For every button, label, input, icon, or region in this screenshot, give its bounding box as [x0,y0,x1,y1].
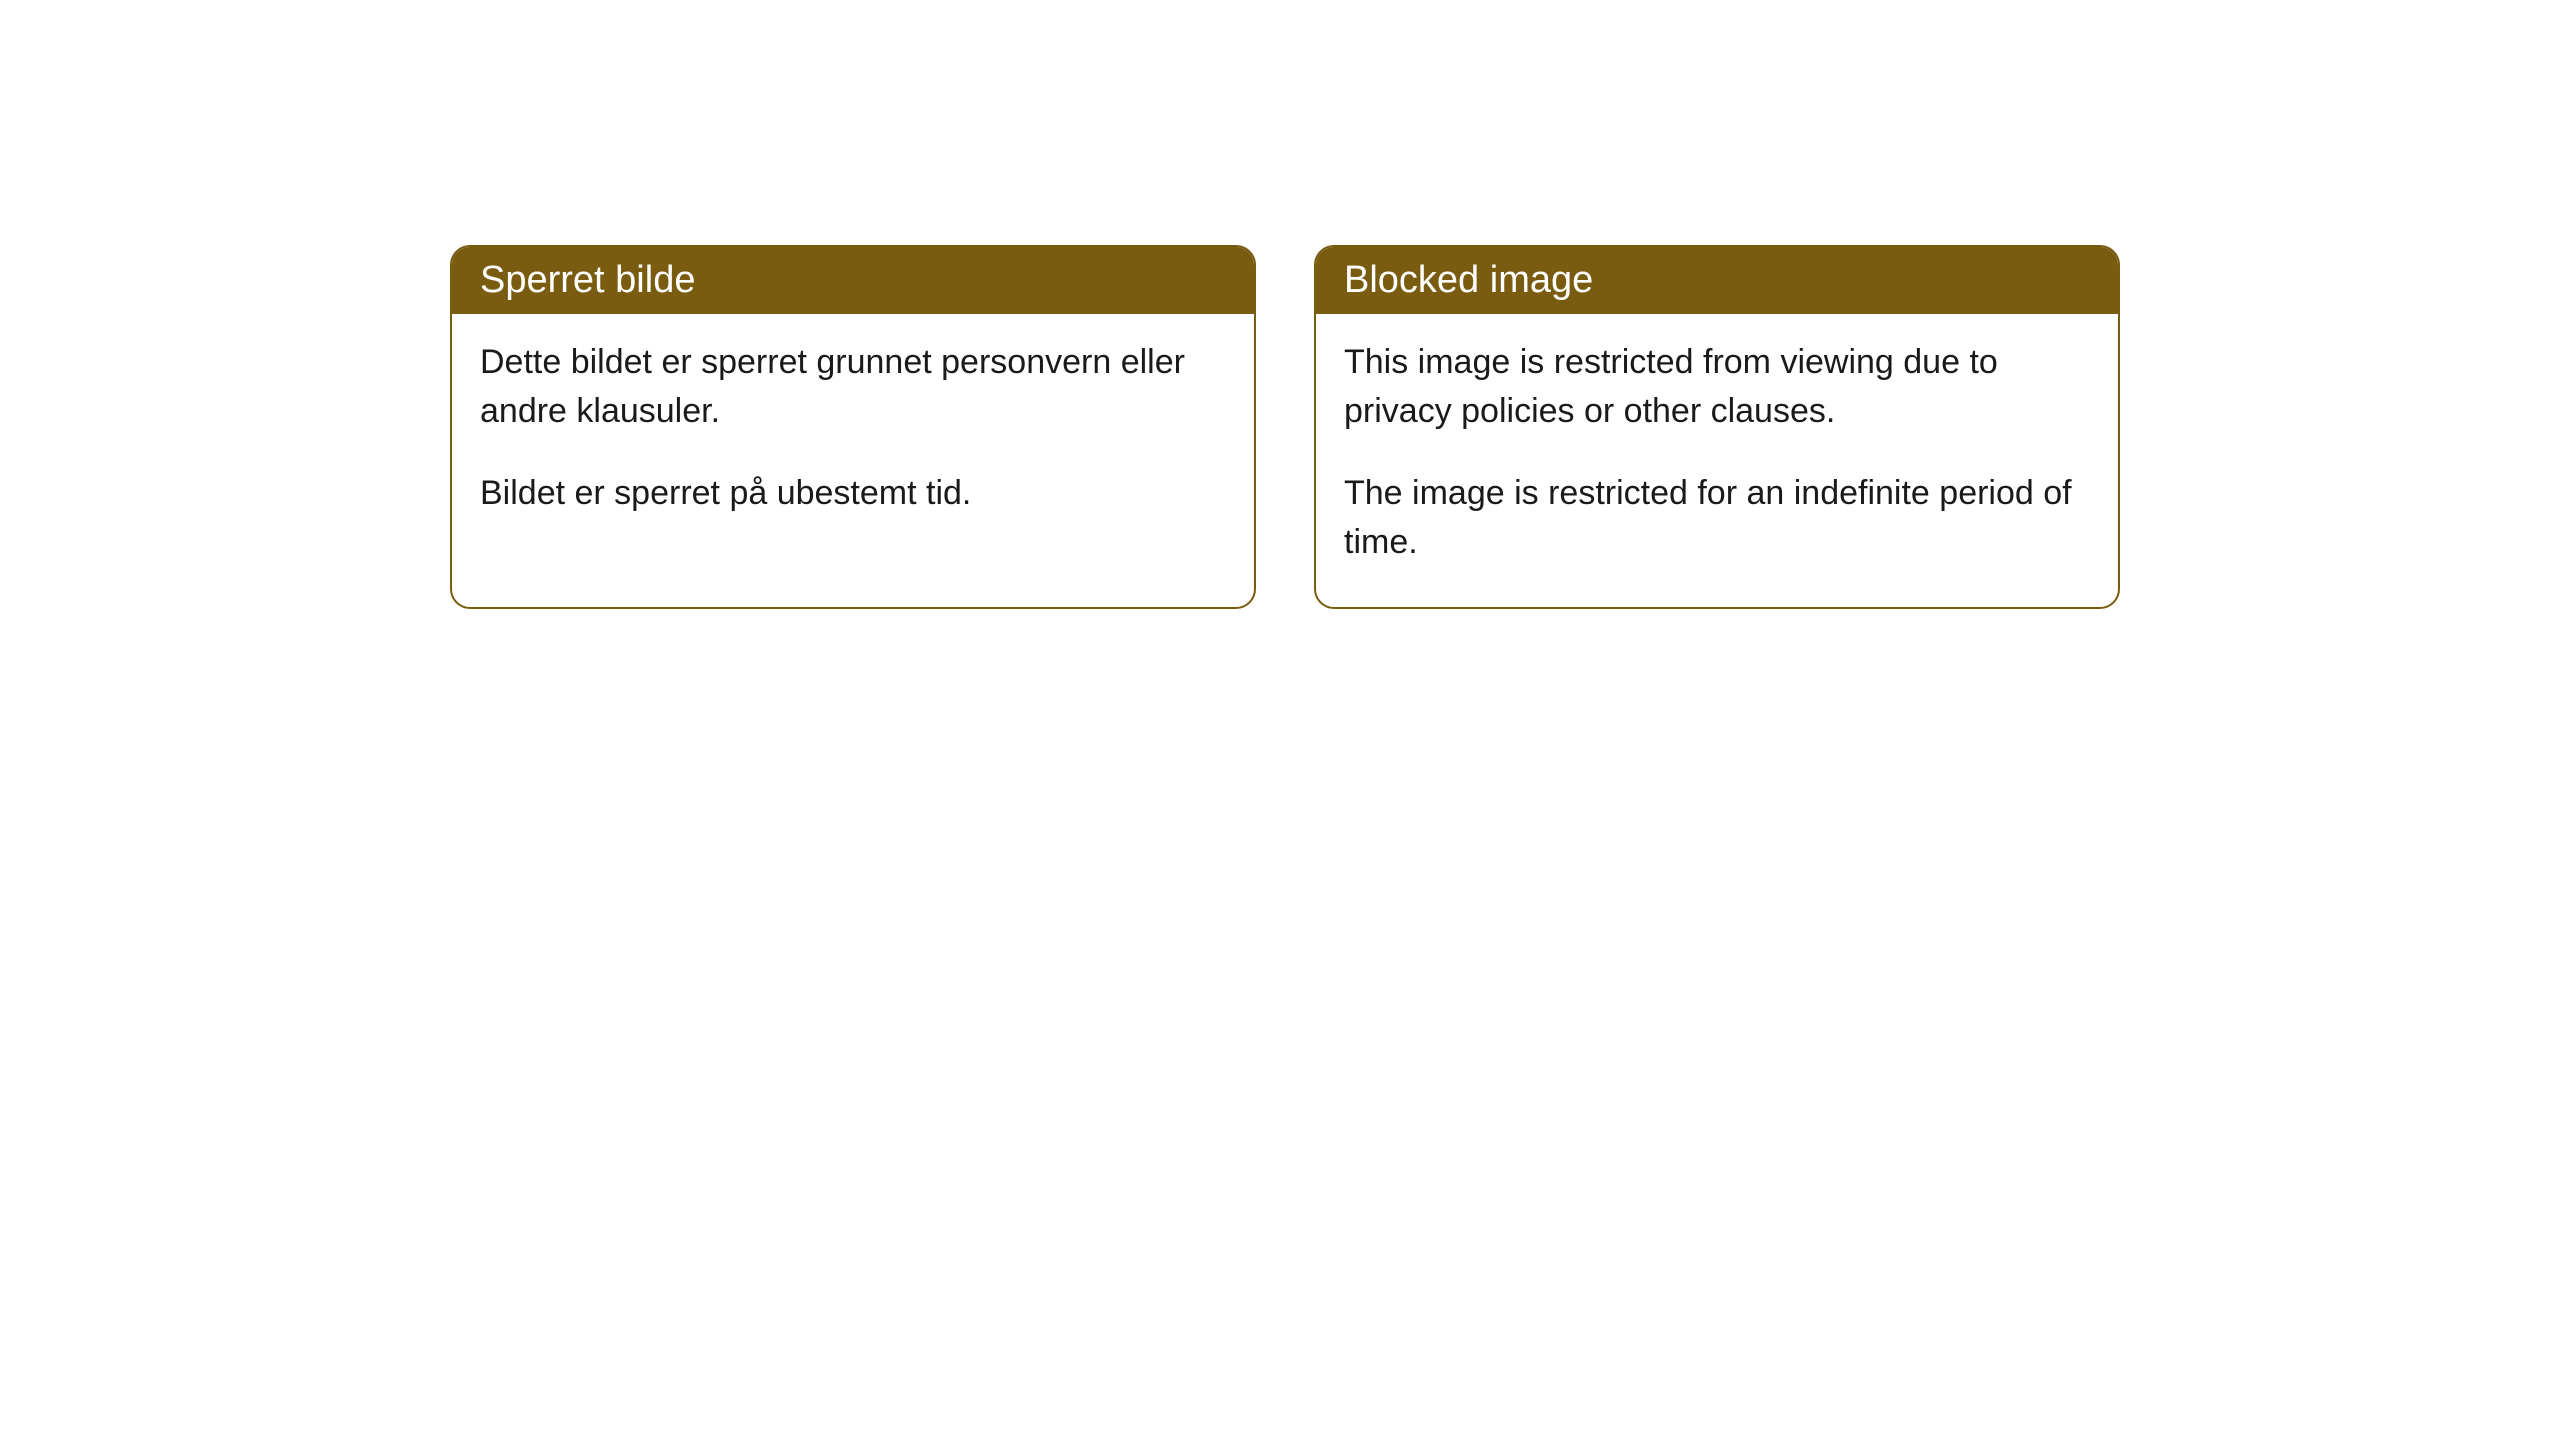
card-body-norwegian: Dette bildet er sperret grunnet personve… [452,314,1254,558]
card-header-norwegian: Sperret bilde [452,247,1254,314]
blocked-image-card-english: Blocked image This image is restricted f… [1314,245,2120,609]
card-text-english-1: This image is restricted from viewing du… [1344,338,2090,437]
card-body-english: This image is restricted from viewing du… [1316,314,2118,607]
card-text-english-2: The image is restricted for an indefinit… [1344,469,2090,568]
card-text-norwegian-2: Bildet er sperret på ubestemt tid. [480,469,1226,518]
blocked-image-card-norwegian: Sperret bilde Dette bildet er sperret gr… [450,245,1256,609]
card-text-norwegian-1: Dette bildet er sperret grunnet personve… [480,338,1226,437]
notice-cards-container: Sperret bilde Dette bildet er sperret gr… [450,245,2560,609]
card-header-english: Blocked image [1316,247,2118,314]
